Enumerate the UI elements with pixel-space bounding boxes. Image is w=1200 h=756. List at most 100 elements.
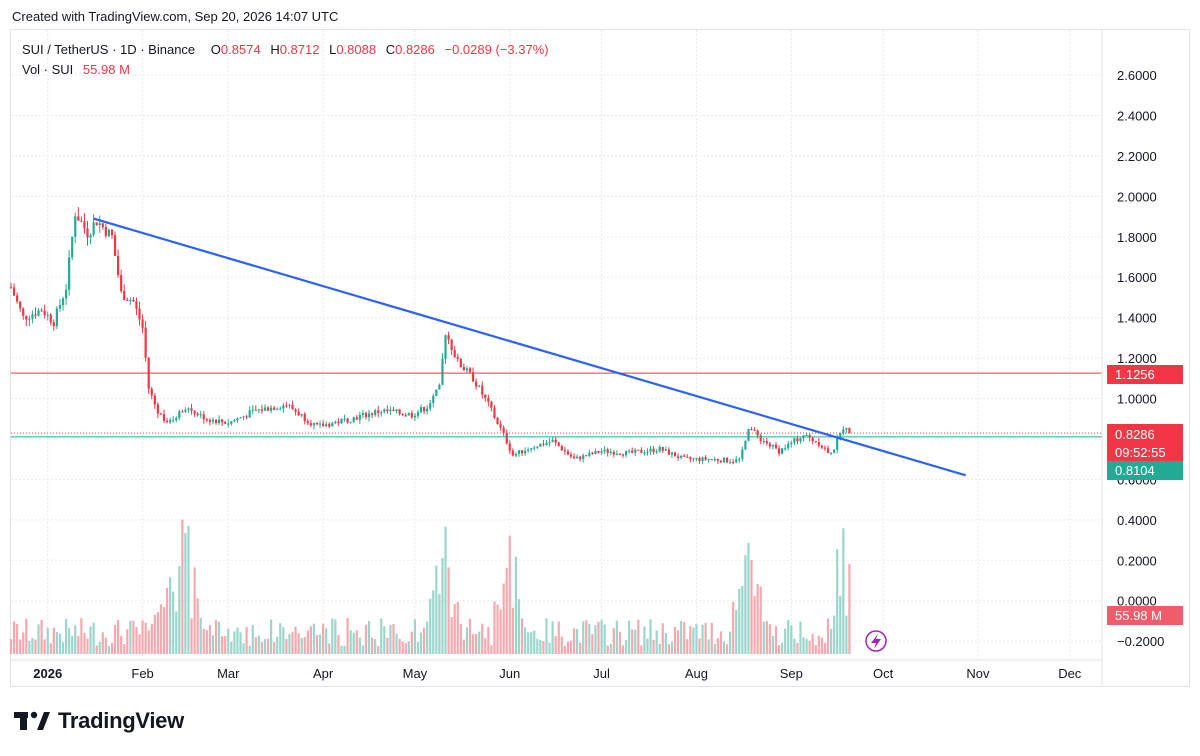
volume-bar bbox=[738, 588, 741, 654]
grid bbox=[11, 30, 1102, 660]
candle-body bbox=[64, 289, 68, 299]
candle-body bbox=[43, 311, 46, 316]
volume-bar bbox=[367, 620, 371, 654]
volume-bar bbox=[811, 633, 814, 654]
volume-bar bbox=[698, 638, 701, 654]
candle-body bbox=[729, 462, 732, 464]
volume-bar bbox=[254, 637, 257, 654]
symbol-label[interactable]: SUI / TetherUS · 1D · Binance bbox=[22, 42, 196, 57]
volume-bar bbox=[551, 621, 554, 654]
candle-body bbox=[77, 216, 80, 221]
volume-bar bbox=[609, 643, 612, 654]
volume-bar bbox=[686, 639, 689, 654]
volume-bar bbox=[71, 635, 74, 654]
volume-bar bbox=[248, 645, 251, 654]
candle-body bbox=[37, 310, 40, 316]
volume-bar bbox=[37, 624, 40, 654]
candle-body bbox=[756, 430, 759, 436]
candles bbox=[9, 207, 851, 465]
candle-body bbox=[19, 301, 22, 309]
candle-body bbox=[74, 216, 77, 237]
candle-body bbox=[364, 413, 368, 418]
candle-body bbox=[713, 459, 716, 461]
volume-bar bbox=[756, 583, 759, 654]
volume-bar bbox=[833, 615, 836, 654]
candle-body bbox=[169, 420, 172, 423]
candle-body bbox=[263, 407, 267, 411]
volume-bar bbox=[784, 628, 787, 654]
candle-body bbox=[239, 417, 242, 419]
candle-body bbox=[845, 427, 848, 430]
candle-body bbox=[297, 411, 300, 416]
candle-body bbox=[352, 417, 355, 422]
volume-bar bbox=[199, 617, 202, 654]
candle-body bbox=[652, 448, 655, 453]
high-value: 0.8712 bbox=[279, 42, 320, 57]
volume-bar bbox=[628, 620, 631, 654]
candle-body bbox=[747, 429, 750, 441]
volume-bar bbox=[55, 632, 58, 654]
candle-body bbox=[716, 459, 719, 461]
candle-body bbox=[410, 413, 413, 418]
candle-body bbox=[242, 416, 245, 418]
volume-bar bbox=[695, 624, 698, 654]
candle-body bbox=[530, 448, 533, 450]
candle-body bbox=[826, 448, 830, 453]
volume-bar bbox=[407, 641, 410, 654]
candle-body bbox=[542, 443, 545, 445]
volume-bar bbox=[661, 623, 664, 654]
candle-body bbox=[517, 450, 521, 454]
candle-body bbox=[251, 409, 254, 411]
volume-bar bbox=[172, 591, 175, 654]
price-tick-label: 0.0000 bbox=[1117, 594, 1157, 609]
close-value: 0.8286 bbox=[395, 42, 435, 57]
volume-bar bbox=[603, 624, 606, 654]
candle-body bbox=[588, 452, 591, 456]
candle-body bbox=[214, 419, 218, 424]
price-tick-label: 1.2000 bbox=[1117, 351, 1157, 366]
candle-body bbox=[475, 381, 478, 387]
candle-body bbox=[842, 429, 845, 433]
volume-bar bbox=[471, 634, 475, 654]
candle-body bbox=[732, 462, 735, 464]
volume-bar bbox=[781, 642, 784, 654]
candle-body bbox=[689, 457, 692, 460]
candle-body bbox=[312, 422, 316, 426]
volume-bar bbox=[364, 624, 368, 654]
volume-bar bbox=[370, 637, 374, 654]
price-axis: 2.6000 2.4000 2.2000 2.0000 1.8000 1.6000 1.40… bbox=[1101, 30, 1164, 686]
candle-body bbox=[441, 358, 444, 385]
tradingview-logo[interactable]: TradingView bbox=[14, 708, 184, 734]
candle-body bbox=[404, 415, 407, 417]
candle-body bbox=[744, 440, 747, 450]
volume-bar bbox=[144, 622, 147, 654]
volume-label[interactable]: Vol · SUI bbox=[22, 62, 74, 77]
candle-body bbox=[643, 452, 646, 454]
price-tick-label: 2.2000 bbox=[1117, 149, 1157, 164]
volume-bar bbox=[719, 631, 723, 654]
candle-body bbox=[450, 339, 453, 350]
volume-bar bbox=[680, 620, 683, 654]
candle-body bbox=[337, 421, 340, 424]
volume-bar bbox=[315, 635, 319, 654]
volume-bar bbox=[817, 635, 820, 654]
volume-bar bbox=[395, 633, 398, 654]
bar-countdown: 09:52:55 bbox=[1115, 445, 1166, 460]
candle-body bbox=[141, 319, 144, 328]
volume-bar bbox=[429, 598, 432, 654]
candle-body bbox=[686, 456, 689, 458]
volume-bar bbox=[236, 627, 239, 654]
candle-body bbox=[101, 223, 104, 228]
candle-body bbox=[68, 257, 71, 290]
volume-bar bbox=[652, 639, 655, 654]
candle-body bbox=[196, 413, 199, 416]
candle-body bbox=[322, 423, 325, 427]
candle-body bbox=[181, 411, 184, 413]
volume-bar bbox=[673, 626, 677, 654]
candle-body bbox=[579, 456, 582, 460]
volume-bar bbox=[713, 644, 716, 654]
candle-body bbox=[395, 409, 398, 412]
candle-body bbox=[833, 449, 836, 453]
volume-bar bbox=[520, 618, 524, 654]
